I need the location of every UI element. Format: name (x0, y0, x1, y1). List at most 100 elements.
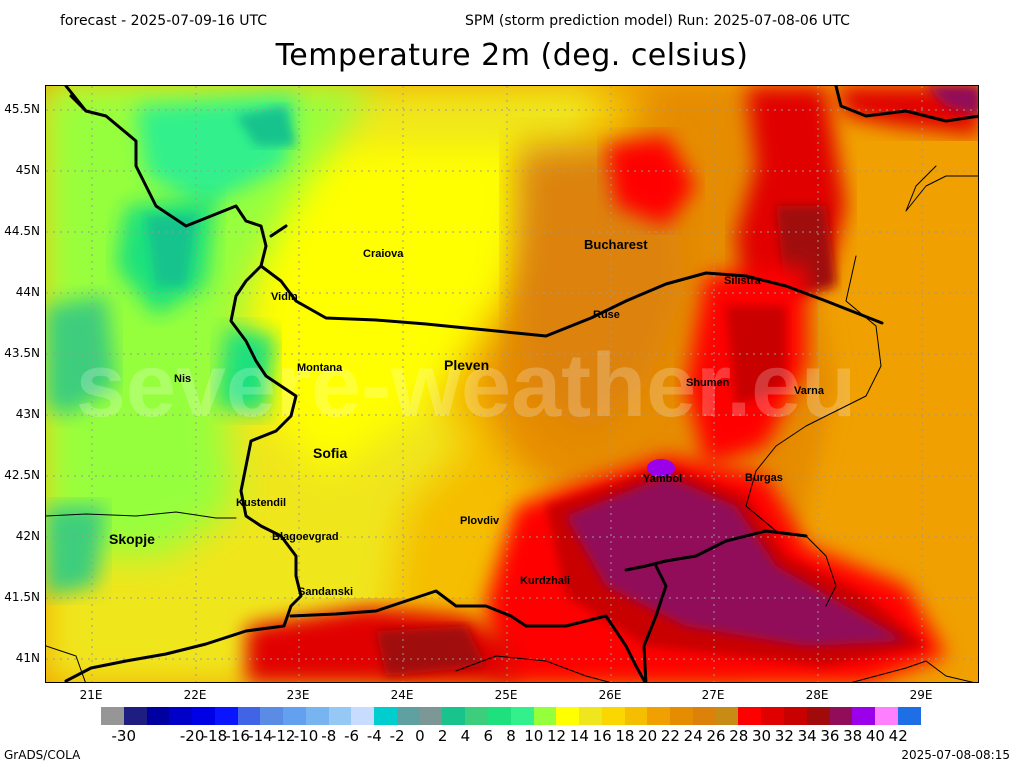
generation-timestamp: 2025-07-08-08:15 (901, 748, 1010, 762)
lat-label-45-5n: 45.5N (4, 102, 40, 116)
colorbar-tick: 16 (592, 727, 612, 745)
model-run-label: SPM (storm prediction model) Run: 2025-0… (465, 13, 850, 29)
lon-label-21e: 21E (79, 688, 103, 702)
colorbar-tick: 4 (460, 727, 471, 745)
lat-label-43n: 43N (15, 407, 40, 421)
colorbar-swatch (624, 707, 648, 725)
colorbar-swatch (761, 707, 784, 725)
colorbar-swatch (169, 707, 193, 725)
colorbar-swatch (715, 707, 739, 725)
colorbar-tick: -2 (389, 727, 405, 745)
colorbar-tick: 6 (483, 727, 493, 745)
city-nis: Nis (174, 373, 191, 385)
city-pleven: Pleven (444, 357, 489, 373)
colorbar-tick: 32 (774, 727, 794, 745)
city-plovdiv: Plovdiv (460, 515, 500, 527)
city-silistra: Silistra (724, 275, 762, 287)
colorbar-swatch (283, 707, 306, 725)
lat-label-41n: 41N (15, 651, 40, 665)
city-craiova: Craiova (363, 248, 404, 260)
colorbar-tick: -8 (321, 727, 337, 745)
lon-label-29e: 29E (909, 688, 933, 702)
colorbar-tick: 40 (865, 727, 885, 745)
lat-label-43-5n: 43.5N (4, 346, 40, 360)
colorbar-tick: -12 (270, 727, 296, 745)
colorbar-tick: 12 (547, 727, 567, 745)
city-varna: Varna (794, 385, 825, 397)
lon-label-25e: 25E (494, 688, 518, 702)
forecast-time-label: forecast - 2025-07-09-16 UTC (60, 13, 267, 29)
city-burgas: Burgas (745, 472, 783, 484)
colorbar-swatch (419, 707, 443, 725)
lat-label-42n: 42N (15, 529, 40, 543)
lat-label-42-5n: 42.5N (4, 468, 40, 482)
lat-label-41-5n: 41.5N (4, 590, 40, 604)
colorbar-swatch (192, 707, 215, 725)
colorbar-swatch (510, 707, 534, 725)
colorbar-swatch (488, 707, 511, 725)
colorbar-tick: 38 (843, 727, 863, 745)
colorbar-tick: 20 (638, 727, 658, 745)
city-montana: Montana (297, 362, 343, 374)
city-labels: Craiova Bucharest Vidin Silistra Ruse Ni… (109, 237, 825, 598)
lon-label-27e: 27E (701, 688, 725, 702)
colorbar-tick: 24 (683, 727, 703, 745)
colorbar-swatch (692, 707, 716, 725)
colorbar-swatch (556, 707, 580, 725)
colorbar-tick: -18 (202, 727, 228, 745)
colorbar-swatch (806, 707, 830, 725)
lon-label-28e: 28E (805, 688, 829, 702)
country-borders (46, 86, 978, 682)
colorbar-swatch (829, 707, 853, 725)
colorbar-tick: 36 (820, 727, 840, 745)
city-shumen: Shumen (686, 377, 730, 389)
lon-label-26e: 26E (598, 688, 622, 702)
colorbar-tick: 10 (524, 727, 544, 745)
colorbar-tick: 22 (660, 727, 680, 745)
temperature-colorbar (101, 707, 921, 725)
colorbar-swatch (579, 707, 602, 725)
colorbar-tick: 14 (569, 727, 589, 745)
colorbar-swatch (214, 707, 238, 725)
colorbar-tick: -4 (366, 727, 382, 745)
city-vidin: Vidin (271, 291, 298, 303)
colorbar-tick: 34 (797, 727, 817, 745)
city-kustendil: Kustendil (236, 497, 286, 509)
colorbar-tick: -14 (248, 727, 273, 745)
colorbar-swatch (237, 707, 261, 725)
colorbar-tick-labels: -30 -20 -18 -16 -14 -12 -10 -8 -6 -4 -2 0 2 4 6 8 10 12 14… (101, 727, 921, 745)
colorbar-swatch (101, 707, 124, 725)
colorbar-swatch (601, 707, 625, 725)
colorbar-tick: 8 (506, 727, 516, 745)
colorbar-tick: 18 (615, 727, 635, 745)
colorbar-swatch (396, 707, 420, 725)
colorbar-swatch (260, 707, 284, 725)
colorbar-swatch (374, 707, 397, 725)
lat-label-44-5n: 44.5N (4, 224, 40, 238)
temperature-map: severe-weather.eu Craiova Bucharest Vidi… (45, 85, 979, 683)
colorbar-tick: -20 (179, 727, 205, 745)
colorbar-swatch (647, 707, 671, 725)
colorbar-swatch (738, 707, 762, 725)
map-title: Temperature 2m (deg. celsius) (275, 38, 749, 73)
colorbar-swatch (328, 707, 352, 725)
colorbar-tick: 2 (437, 727, 448, 745)
colorbar-tick: 28 (729, 727, 749, 745)
city-skopje: Skopje (109, 531, 155, 547)
lat-label-45n: 45N (15, 163, 40, 177)
colorbar-tick: -6 (344, 727, 360, 745)
colorbar-swatch (533, 707, 557, 725)
colorbar-swatch (852, 707, 876, 725)
lon-label-22e: 22E (183, 688, 207, 702)
colorbar-swatch (875, 707, 898, 725)
watermark: severe-weather.eu (76, 336, 856, 436)
lon-label-24e: 24E (390, 688, 414, 702)
colorbar-swatch (783, 707, 807, 725)
colorbar-tick: 42 (888, 727, 908, 745)
colorbar-swatch (897, 707, 921, 725)
city-sandanski: Sandanski (298, 586, 353, 598)
software-credit: GrADS/COLA (4, 748, 81, 762)
colorbar-tick: 30 (752, 727, 772, 745)
colorbar-tick: -30 (111, 727, 137, 745)
colorbar-swatch (123, 707, 147, 725)
